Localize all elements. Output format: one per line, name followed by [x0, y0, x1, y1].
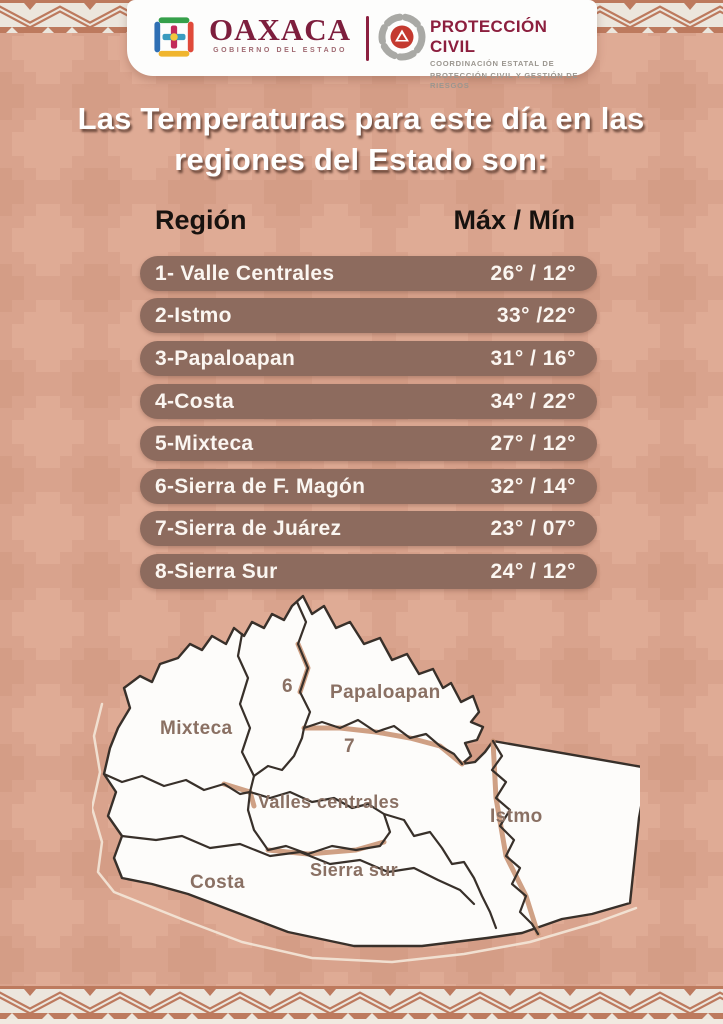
banner-divider: [366, 16, 369, 61]
proteccion-civil-logo-icon: [378, 13, 426, 61]
column-header-region: Región: [155, 205, 247, 235]
region-temps: 24° / 12°: [490, 559, 576, 583]
table-header-row: Región Máx / Mín: [0, 205, 723, 239]
table-row: 1- Valle Centrales 26° / 12°: [140, 256, 597, 291]
table-row: 7-Sierra de Juárez 23° / 07°: [140, 511, 597, 546]
region-temps: 32° / 14°: [490, 474, 576, 498]
proteccion-civil-line1: COORDINACIÓN ESTATAL DE: [430, 59, 555, 68]
table-row: 8-Sierra Sur 24° / 12°: [140, 554, 597, 589]
oaxaca-subtitle: GOBIERNO DEL ESTADO: [213, 47, 347, 54]
region-temps: 27° / 12°: [490, 431, 576, 455]
table-row: 6-Sierra de F. Magón 32° / 14°: [140, 469, 597, 504]
footer-strip: [0, 1019, 723, 1024]
region-name: 1- Valle Centrales: [155, 261, 335, 285]
table-row: 3-Papaloapan 31° / 16°: [140, 341, 597, 376]
region-temps: 23° / 07°: [490, 516, 576, 540]
region-name: 7-Sierra de Juárez: [155, 516, 342, 540]
table-row: 2-Istmo 33° /22°: [140, 298, 597, 333]
region-temps: 33° /22°: [496, 303, 576, 327]
oaxaca-emblem-icon: [154, 17, 194, 57]
proteccion-civil-text-block: PROTECCIÓN CIVIL COORDINACIÓN ESTATAL DE…: [430, 17, 597, 91]
region-temps: 26° / 12°: [490, 261, 576, 285]
oaxaca-wordmark-block: OAXACA GOBIERNO DEL ESTADO: [209, 12, 352, 55]
region-temps: 34° / 22°: [490, 389, 576, 413]
bottom-greca-border: [0, 986, 723, 1019]
region-name: 2-Istmo: [155, 303, 232, 327]
map-label-region6: 6: [282, 676, 293, 697]
table-row: 4-Costa 34° / 22°: [140, 384, 597, 419]
region-name: 8-Sierra Sur: [155, 559, 278, 583]
page-title: Las Temperaturas para este día en las re…: [77, 101, 645, 177]
oaxaca-region-map: Mixteca 6 Papaloapan 7 Valles centrales …: [90, 586, 650, 968]
header-banner: OAXACA GOBIERNO DEL ESTADO PROTECCIÓN CI…: [127, 0, 597, 90]
map-label-istmo: Istmo: [490, 806, 543, 827]
table-row: 5-Mixteca 27° / 12°: [140, 426, 597, 461]
region-name: 6-Sierra de F. Magón: [155, 474, 366, 498]
map-label-valles-centrales: Valles centrales: [258, 792, 400, 812]
map-svg: [90, 594, 650, 964]
map-label-mixteca: Mixteca: [160, 718, 233, 739]
region-name: 3-Papaloapan: [155, 346, 296, 370]
proteccion-civil-line2: PROTECCIÓN CIVIL Y GESTIÓN DE RIESGOS: [430, 71, 579, 90]
proteccion-civil-title: PROTECCIÓN CIVIL: [430, 17, 548, 56]
oaxaca-wordmark: OAXACA: [209, 12, 352, 47]
map-label-sierra-sur: Sierra sur: [310, 860, 399, 880]
column-header-maxmin: Máx / Mín: [453, 205, 575, 235]
map-label-region7: 7: [344, 736, 355, 757]
region-name: 4-Costa: [155, 389, 235, 413]
region-temps: 31° / 16°: [490, 346, 576, 370]
map-label-costa: Costa: [190, 872, 245, 893]
map-label-papaloapan: Papaloapan: [330, 682, 441, 703]
region-name: 5-Mixteca: [155, 431, 254, 455]
